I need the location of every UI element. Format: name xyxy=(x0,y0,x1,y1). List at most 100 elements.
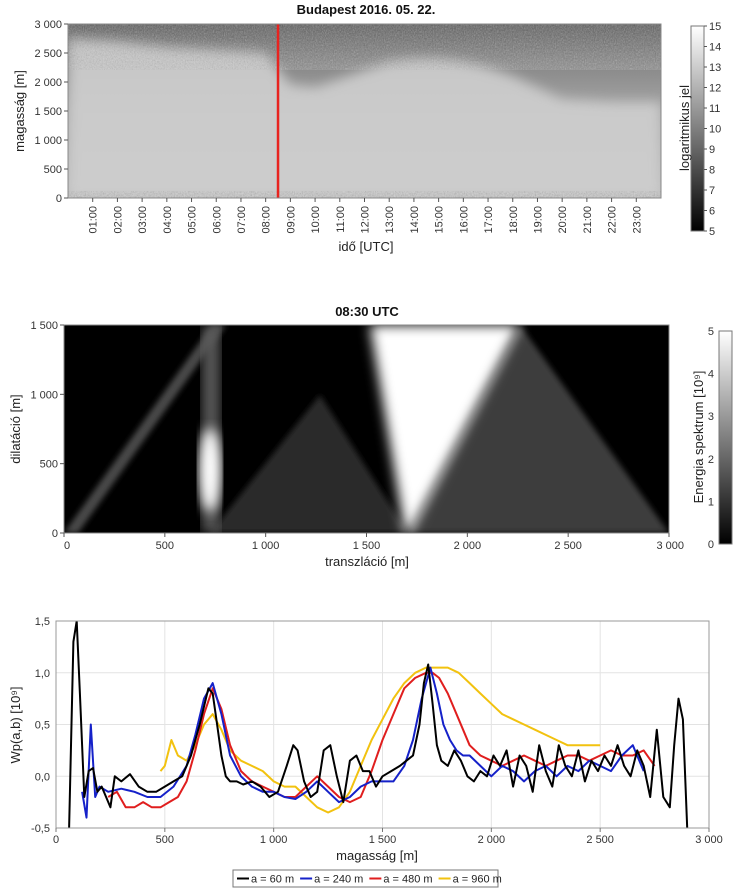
lidar-colorbar-tick-label: 10 xyxy=(709,124,721,136)
lidar-x-tick-label: 14:00 xyxy=(409,206,421,234)
lidar-x-ticks: 01:00 02:00 03:00 04:00 05:00 06:00 07:00 08:00… xyxy=(88,198,643,234)
lidar-x-tick-label: 17:00 xyxy=(483,206,495,234)
lidar-plot-area xyxy=(68,24,661,198)
lidar-x-tick-label: 19:00 xyxy=(532,206,544,234)
lidar-colorbar-ticks: 5 6 7 8 9 10 11 12 13 14 15 xyxy=(704,21,721,238)
lidar-colorbar xyxy=(690,25,705,232)
lidar-y-tick-label: 1 500 xyxy=(34,106,62,118)
wp-x-tick-label: 3 000 xyxy=(695,834,723,846)
lidar-colorbar-tick-label: 12 xyxy=(709,83,721,95)
lidar-x-tick-label: 08:00 xyxy=(261,206,273,234)
lidar-x-tick-label: 18:00 xyxy=(508,206,520,234)
lidar-colorbar-tick-label: 11 xyxy=(709,103,720,115)
wp-legend-label: a = 960 m xyxy=(453,874,502,886)
lidar-y-tick-label: 1 000 xyxy=(34,135,62,147)
wavelet-x-tick-label: 1 000 xyxy=(252,540,280,552)
wavelet-x-tick-label: 2 000 xyxy=(454,540,482,552)
wp-legend-label: a = 60 m xyxy=(251,874,294,886)
lidar-colorbar-tick-label: 9 xyxy=(709,144,715,156)
lidar-x-tick-label: 23:00 xyxy=(631,206,643,234)
lidar-colorbar-tick-label: 6 xyxy=(709,206,715,218)
lidar-x-tick-label: 11:00 xyxy=(335,206,347,233)
lidar-x-tick-label: 06:00 xyxy=(211,206,223,234)
lidar-y-tick-label: 500 xyxy=(44,164,62,176)
wp-series-line xyxy=(107,671,656,809)
wavelet-plot-area xyxy=(64,325,669,533)
wavelet-colorbar-tick-label: 4 xyxy=(708,369,714,381)
wavelet-cone-right xyxy=(408,325,669,533)
lidar-ground-noise xyxy=(68,191,661,198)
wp-legend-label: a = 480 m xyxy=(383,874,432,886)
wavelet-x-label: transzláció [m] xyxy=(325,554,409,569)
lidar-x-tick-label: 05:00 xyxy=(187,206,199,234)
wavelet-cone-mid xyxy=(210,395,408,533)
wp-y-tick-label: 0,5 xyxy=(35,720,50,732)
lidar-x-tick-label: 10:00 xyxy=(310,206,322,234)
wp-y-tick-label: -0,5 xyxy=(31,823,50,835)
wp-series-line xyxy=(68,621,689,828)
lidar-x-tick-label: 16:00 xyxy=(458,206,470,234)
lidar-colorbar-tick-label: 13 xyxy=(709,62,721,74)
lidar-y-tick-label: 0 xyxy=(56,193,62,205)
wavelet-y-ticks: 0 500 1 000 1 500 xyxy=(30,320,64,540)
lidar-chart-title: Budapest 2016. 05. 22. xyxy=(297,2,436,17)
lidar-x-tick-label: 04:00 xyxy=(162,206,174,234)
wp-x-tick-label: 2 500 xyxy=(586,834,614,846)
lidar-colorbar-tick-label: 8 xyxy=(709,165,715,177)
lidar-x-tick-label: 03:00 xyxy=(137,206,149,234)
wp-y-tick-label: 1,0 xyxy=(35,668,50,680)
wp-x-tick-label: 2 000 xyxy=(478,834,506,846)
wavelet-colorbar-tick-label: 2 xyxy=(708,454,714,466)
lidar-x-tick-label: 02:00 xyxy=(112,206,124,234)
lidar-y-tick-label: 2 000 xyxy=(34,77,62,89)
lidar-colorbar-tick-label: 5 xyxy=(709,226,715,238)
wavelet-y-label: dilatáció [m] xyxy=(8,394,23,463)
wavelet-x-tick-label: 500 xyxy=(156,540,174,552)
lidar-y-tick-label: 2 500 xyxy=(34,48,62,60)
wp-chart: -0,5 0,0 0,5 1,0 1,5 0 500 1 000 1 500 2 000 2 50… xyxy=(8,616,723,888)
wavelet-peak-2 xyxy=(370,325,520,533)
wavelet-colorbar-tick-label: 0 xyxy=(708,539,714,551)
lidar-x-tick-label: 22:00 xyxy=(607,206,619,234)
wavelet-colorbar-tick-label: 3 xyxy=(708,411,714,423)
wp-x-tick-label: 1 000 xyxy=(260,834,288,846)
wavelet-y-tick-label: 500 xyxy=(40,459,58,471)
wavelet-x-tick-label: 0 xyxy=(64,540,70,552)
lidar-x-tick-label: 07:00 xyxy=(236,206,248,234)
wp-y-tick-label: 1,5 xyxy=(35,616,50,628)
wavelet-y-tick-label: 1 500 xyxy=(30,320,58,332)
wavelet-x-ticks: 0 500 1 000 1 500 2 000 2 500 3 000 xyxy=(63,533,684,552)
lidar-colorbar-tick-label: 15 xyxy=(709,21,721,33)
wavelet-chart: 08:30 UTC 0 500 1 000 1 500 0 500 1 000 1 500 2… xyxy=(8,304,733,569)
wp-x-label: magasság [m] xyxy=(336,848,418,863)
lidar-x-tick-label: 21:00 xyxy=(582,206,594,234)
lidar-x-tick-label: 09:00 xyxy=(285,206,297,234)
wavelet-streak xyxy=(64,325,226,533)
wavelet-x-tick-label: 1 500 xyxy=(353,540,381,552)
boundary-layer-region xyxy=(68,38,661,198)
wp-series-line xyxy=(81,666,645,819)
lidar-x-tick-label: 01:00 xyxy=(88,206,100,234)
lidar-y-tick-label: 3 000 xyxy=(34,19,62,31)
lidar-x-tick-label: 20:00 xyxy=(557,206,569,234)
wavelet-x-tick-label: 3 000 xyxy=(656,540,684,552)
wp-legend: a = 60 m a = 240 m a = 480 m a = 960 m xyxy=(232,869,502,888)
lidar-colorbar-label: logaritmikus jel xyxy=(677,85,692,171)
wavelet-chart-title: 08:30 UTC xyxy=(335,304,399,319)
wavelet-peak-1 xyxy=(199,428,221,512)
wavelet-y-tick-label: 1 000 xyxy=(30,389,58,401)
lidar-colorbar-tick-label: 7 xyxy=(709,185,715,197)
lidar-x-label: idő [UTC] xyxy=(339,239,394,254)
wavelet-colorbar-tick-label: 5 xyxy=(708,326,714,338)
lidar-noise-top xyxy=(68,24,661,70)
wavelet-colorbar-ticks: 0 1 2 3 4 5 xyxy=(708,326,714,551)
wavelet-colorbar xyxy=(718,330,733,545)
wp-x-tick-label: 1 500 xyxy=(369,834,397,846)
lidar-colorbar-tick-label: 14 xyxy=(709,42,721,54)
lidar-x-tick-label: 13:00 xyxy=(384,206,396,234)
wp-x-tick-label: 500 xyxy=(156,834,174,846)
wavelet-colorbar-tick-label: 1 xyxy=(708,496,714,508)
lidar-x-tick-label: 15:00 xyxy=(434,206,446,234)
wp-series-line xyxy=(159,666,601,814)
wp-series xyxy=(68,621,689,828)
